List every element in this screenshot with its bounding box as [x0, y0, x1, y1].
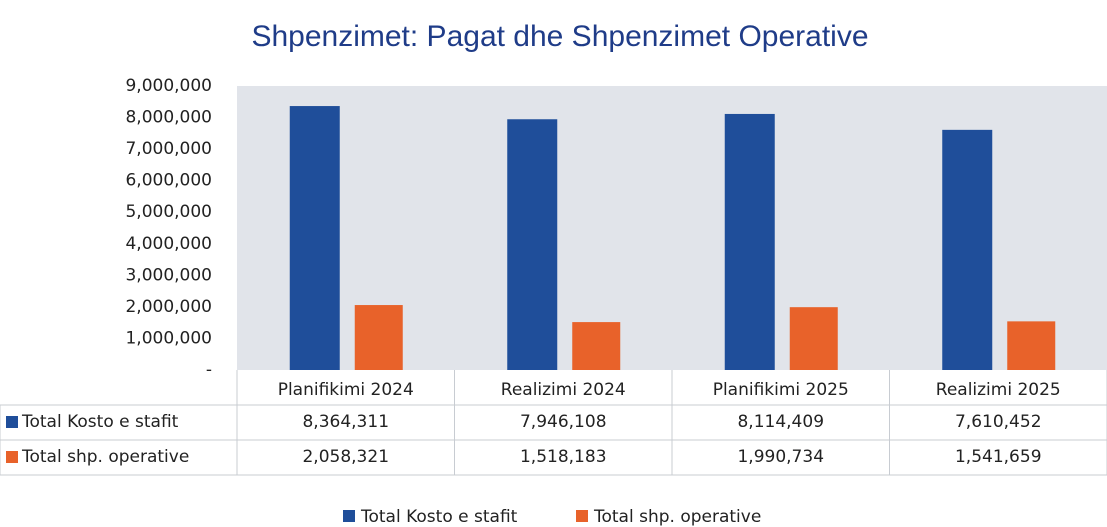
- x-tick-label: Realizimi 2025: [936, 380, 1061, 400]
- legend-swatch: [343, 510, 355, 522]
- row-header: Total shp. operative: [21, 447, 189, 467]
- y-tick-label: 4,000,000: [125, 234, 212, 254]
- table-value: 1,990,734: [737, 447, 824, 467]
- y-tick-label: 8,000,000: [125, 108, 212, 128]
- y-tick-label: 7,000,000: [125, 139, 212, 159]
- y-tick-label: 9,000,000: [125, 76, 212, 96]
- bar: [789, 307, 838, 370]
- y-tick-label: 2,000,000: [125, 297, 212, 317]
- chart-title: Shpenzimet: Pagat dhe Shpenzimet Operati…: [251, 20, 868, 53]
- table-value: 2,058,321: [302, 447, 389, 467]
- legend-swatch: [6, 416, 18, 428]
- bar: [942, 129, 993, 370]
- x-tick-label: Planifikimi 2024: [278, 380, 414, 400]
- bar: [289, 106, 340, 371]
- x-tick-label: Realizimi 2024: [501, 380, 626, 400]
- legend-label: Total Kosto e stafit: [360, 507, 518, 527]
- bar: [354, 305, 403, 370]
- y-tick-label: 5,000,000: [125, 202, 212, 222]
- table-value: 7,610,452: [955, 412, 1042, 432]
- x-tick-label: Planifikimi 2025: [713, 380, 849, 400]
- table-value: 8,114,409: [737, 412, 824, 432]
- bar: [507, 119, 558, 370]
- y-tick-label: 3,000,000: [125, 265, 212, 285]
- y-tick-label: 6,000,000: [125, 171, 212, 191]
- bar: [1007, 321, 1056, 370]
- legend-swatch: [6, 451, 18, 463]
- bar: [572, 322, 621, 370]
- y-tick-label: -: [206, 360, 212, 380]
- table-value: 1,541,659: [955, 447, 1042, 467]
- table-value: 1,518,183: [520, 447, 607, 467]
- legend-label: Total shp. operative: [593, 507, 761, 527]
- bar: [724, 113, 775, 370]
- row-header: Total Kosto e stafit: [21, 412, 179, 432]
- table-value: 7,946,108: [520, 412, 607, 432]
- legend-swatch: [576, 510, 588, 522]
- table-value: 8,364,311: [302, 412, 389, 432]
- y-tick-label: 1,000,000: [125, 328, 212, 348]
